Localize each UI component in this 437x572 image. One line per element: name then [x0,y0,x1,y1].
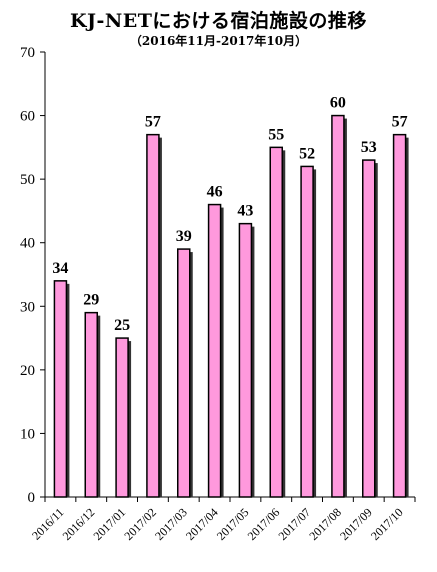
x-tick-label: 2017/07 [275,505,313,543]
x-tick-label: 2017/04 [183,505,221,543]
data-label: 57 [392,114,408,131]
y-tick-label: 70 [20,45,35,61]
bar [392,133,407,498]
data-label: 46 [207,184,223,201]
bar [177,248,191,498]
bar [84,311,98,498]
x-tick-label: 2017/01 [90,505,128,543]
x-tick-label: 2017/05 [214,505,252,543]
x-tick-label: 2017/10 [368,505,406,543]
data-label: 25 [114,317,130,334]
data-label: 57 [145,114,161,131]
data-label: 53 [361,139,377,156]
x-tick-label: 2016/12 [60,505,98,543]
x-tick-label: 2017/08 [306,505,344,543]
y-tick-label: 20 [20,363,35,379]
y-tick-label: 30 [20,299,35,315]
bar [300,165,314,498]
y-tick-label: 60 [20,109,35,125]
y-tick-label: 50 [20,172,35,188]
bar [207,203,222,498]
bar [115,337,129,498]
x-tick-label: 2017/09 [337,505,375,543]
chart-subtitle: （2016年11月-2017年10月） [129,34,308,48]
chart-title: KJ-NETにおける宿泊施設の推移 [70,10,367,32]
data-label: 60 [330,95,346,112]
bar [362,159,376,498]
data-label: 29 [83,292,99,309]
x-tick-label: 2017/06 [245,505,283,543]
data-label: 52 [299,145,315,162]
x-tick-label: 2017/02 [121,505,159,543]
bar [146,133,160,498]
y-tick-label: 0 [28,490,36,506]
bar [53,280,68,498]
x-tick-label: 2016/11 [29,505,66,542]
bar [331,114,345,498]
x-tick-label: 2017/03 [152,505,190,543]
bar [269,146,283,498]
data-label: 39 [176,228,192,245]
bar [238,222,253,498]
y-tick-label: 40 [20,236,35,252]
data-label: 55 [268,126,284,143]
y-tick-label: 10 [20,426,35,442]
data-label: 34 [52,260,68,277]
data-label: 43 [237,203,253,220]
